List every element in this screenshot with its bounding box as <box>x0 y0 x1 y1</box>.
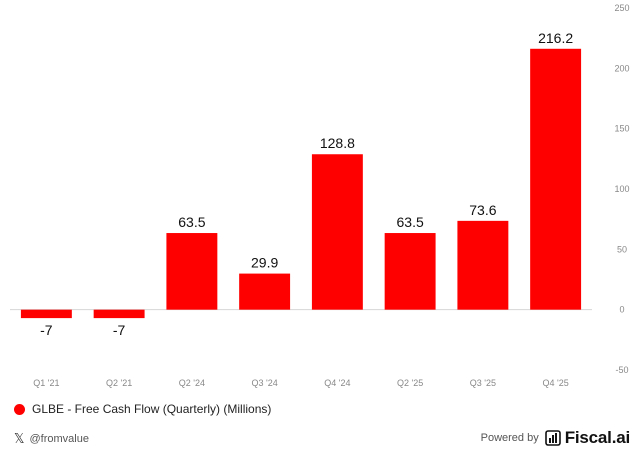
fiscal-logo-icon <box>544 430 561 446</box>
x-tick-label: Q3 '25 <box>470 378 496 388</box>
x-logo-icon: 𝕏 <box>14 431 25 446</box>
legend: GLBE - Free Cash Flow (Quarterly) (Milli… <box>14 402 271 416</box>
y-tick-label: 50 <box>617 244 627 254</box>
footer-handle: @fromvalue <box>29 433 89 445</box>
bar <box>384 233 436 310</box>
brand-name: Fiscal.ai <box>564 428 630 447</box>
bar-value-label: 63.5 <box>178 214 205 230</box>
bar-value-label: 29.9 <box>251 255 278 271</box>
y-tick-label: 100 <box>614 184 629 194</box>
x-tick-label: Q2 '21 <box>106 378 132 388</box>
bar <box>457 220 509 310</box>
powered-by-text: Powered by <box>480 432 539 444</box>
y-axis: -50 0 50 100 150 200 250 <box>614 3 629 375</box>
x-tick-label: Q1 '21 <box>33 378 59 388</box>
bar <box>311 154 363 310</box>
bar <box>93 309 145 319</box>
bar-series <box>20 48 582 319</box>
bar-value-label: 128.8 <box>320 135 355 151</box>
bar <box>530 48 582 310</box>
y-tick-label: -50 <box>615 365 628 375</box>
free-cash-flow-chart: -50 0 50 100 150 200 250 -7 -7 63.5 29.9 128.8 63.5… <box>10 3 630 388</box>
bar-value-label: 73.6 <box>469 202 496 218</box>
legend-label: GLBE - Free Cash Flow (Quarterly) (Milli… <box>32 402 272 416</box>
bar-value-label: 216.2 <box>538 30 573 46</box>
legend-marker <box>14 403 25 415</box>
footer-branding: Powered by Fiscal.ai <box>480 428 631 448</box>
x-tick-label: Q2 '24 <box>179 378 205 388</box>
y-tick-label: 250 <box>614 3 629 13</box>
bar <box>166 233 218 310</box>
y-tick-label: 150 <box>614 124 629 134</box>
bar-value-label: 63.5 <box>397 214 424 230</box>
x-axis: Q1 '21 Q2 '21 Q2 '24 Q3 '24 Q4 '24 Q2 '25 Q3 '… <box>33 378 569 388</box>
bar-value-label: -7 <box>40 322 53 338</box>
data-labels: -7 -7 63.5 29.9 128.8 63.5 73.6 216.2 <box>40 30 573 338</box>
x-tick-label: Q4 '24 <box>324 378 350 388</box>
bar-value-label: -7 <box>113 322 126 338</box>
x-tick-label: Q4 '25 <box>543 378 569 388</box>
bar <box>20 309 72 319</box>
y-tick-label: 0 <box>619 305 624 315</box>
y-tick-label: 200 <box>614 63 629 73</box>
x-tick-label: Q2 '25 <box>397 378 423 388</box>
footer-attribution: 𝕏 @fromvalue <box>14 431 89 447</box>
bar <box>239 273 291 310</box>
x-tick-label: Q3 '24 <box>252 378 278 388</box>
